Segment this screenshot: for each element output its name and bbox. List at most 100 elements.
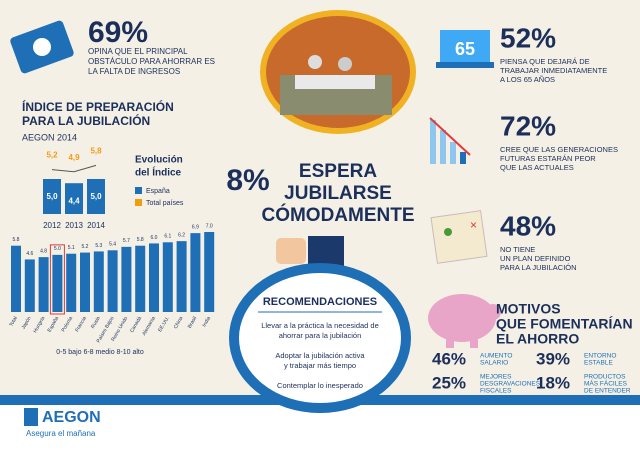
scale-legend: 0-5 bajo 6-8 medio 8-10 alto [56, 349, 144, 356]
country-value: 6.1 [164, 234, 171, 240]
country-bar [149, 243, 159, 312]
motivo-text: MEJORES [480, 374, 512, 381]
stat-text: TRABAJAR INMEDIATAMENTE [500, 66, 607, 75]
stat-text: OPINA QUE EL PRINCIPAL [88, 47, 188, 56]
country-label: Polonia [61, 315, 75, 333]
rec-item: Adoptar la jubilación activa [275, 351, 365, 360]
rec-item: ahorrar para la jubilación [279, 331, 362, 340]
country-label: Alemania [141, 315, 157, 336]
map-icon: × [430, 210, 488, 264]
country-value: 5.0 [54, 246, 61, 252]
country-bar [135, 245, 146, 312]
index-value: 4,4 [68, 196, 80, 205]
country-bar [24, 259, 35, 312]
piggy-icon [428, 294, 501, 348]
country-bar [176, 241, 187, 312]
country-bar [66, 253, 77, 312]
stat-text: LA FALTA DE INGRESOS [88, 67, 180, 76]
index-value: 5,2 [46, 151, 58, 160]
country-bar [80, 252, 90, 312]
stat-text: PIENSA QUE DEJARÁ DE [500, 57, 590, 66]
motivo-value: 25% [432, 373, 466, 392]
center-text: ESPERA [299, 161, 377, 182]
chart-icon [429, 117, 471, 164]
motivo-value: 46% [432, 349, 466, 368]
legend-swatch [135, 199, 142, 206]
legend-swatch [135, 187, 142, 194]
motivo-text: PRODUCTOS [584, 374, 626, 381]
svg-text:×: × [470, 218, 477, 232]
section-title: ÍNDICE DE PREPARACIÓN [22, 99, 174, 114]
source: AEGON 2014 [22, 132, 77, 142]
stat-text: FUTURAS ESTARÁN PEOR [500, 154, 596, 163]
country-label: China [173, 315, 185, 330]
motivos-title: QUE FOMENTARÍAN [496, 316, 633, 332]
country-label: Japón [21, 315, 33, 330]
country-value: 5.2 [82, 244, 89, 250]
year-label: 2013 [65, 221, 83, 230]
brand: AEGON [42, 409, 101, 426]
country-label: Hungría [32, 315, 46, 334]
photo [260, 10, 416, 134]
stat-text: OBSTÁCULO PARA AHORRAR ES [88, 57, 215, 66]
country-label: Francia [74, 315, 88, 333]
hand-icon [276, 236, 344, 266]
country-label: España [47, 315, 61, 333]
legend-label: España [146, 188, 170, 195]
country-value: 6.2 [178, 232, 185, 238]
year-label: 2012 [43, 221, 61, 230]
motivo-text: SALARIO [480, 360, 508, 367]
motivo-text: DESGRAVACIONES [480, 381, 541, 388]
legend-label: Total países [146, 200, 184, 207]
country-value: 5.1 [68, 245, 75, 251]
country-value: 5.4 [109, 242, 116, 248]
country-bar [204, 232, 215, 312]
country-value: 7.0 [206, 223, 213, 229]
country-value: 4.8 [40, 248, 47, 254]
index-value: 4,9 [68, 153, 80, 162]
country-bar [93, 251, 104, 312]
chart-title: del Índice [135, 166, 182, 179]
country-bar [190, 233, 201, 312]
cake-icon [436, 30, 494, 68]
index-value: 5,0 [90, 192, 102, 201]
motivo-value: 18% [536, 373, 570, 392]
country-value: 5.7 [123, 238, 130, 244]
rec-item: Llevar a la práctica la necesidad de [261, 321, 379, 330]
motivo-value: 39% [536, 349, 570, 368]
rec-title: RECOMENDACIONES [263, 296, 377, 308]
country-label: Rusia [90, 315, 102, 329]
stat-value: 48% [500, 210, 556, 241]
motivos-title: MOTIVOS [496, 301, 561, 317]
chart-title: Evolución [135, 155, 183, 166]
motivo-text: AUMENTO [480, 353, 512, 360]
country-bar [11, 245, 21, 312]
cake-number: 65 [455, 39, 475, 59]
motivo-text: ESTABLE [584, 360, 613, 367]
tagline: Asegura el mañana [26, 429, 96, 438]
logo-mark [24, 408, 38, 426]
section-title: PARA LA JUBILACIÓN [22, 113, 150, 128]
country-bar [52, 254, 63, 312]
motivo-text: DE ENTENDER [584, 388, 631, 395]
total-line [51, 164, 97, 173]
country-value: 5.3 [95, 243, 102, 249]
stat-text: PARA LA JUBILACIÓN [500, 263, 577, 272]
index-bar [87, 179, 105, 214]
motivo-text: ENTORNO [584, 353, 616, 360]
country-label: Total [8, 316, 18, 328]
motivos-title: EL AHORRO [496, 331, 579, 347]
stat-text: NO TIENE [500, 245, 535, 254]
motivo-text: FISCALES [480, 388, 512, 395]
country-bar [162, 242, 173, 312]
country-value: 5.8 [137, 237, 144, 243]
stat-value: 52% [500, 22, 556, 53]
country-label: Brasil [187, 316, 198, 330]
center-text: JUBILARSE [284, 183, 392, 204]
country-bar [107, 250, 118, 312]
country-value: 5.8 [13, 237, 20, 243]
index-bar [43, 179, 61, 214]
recommendation-circle [229, 263, 411, 413]
country-label: EE.UU. [157, 316, 171, 333]
